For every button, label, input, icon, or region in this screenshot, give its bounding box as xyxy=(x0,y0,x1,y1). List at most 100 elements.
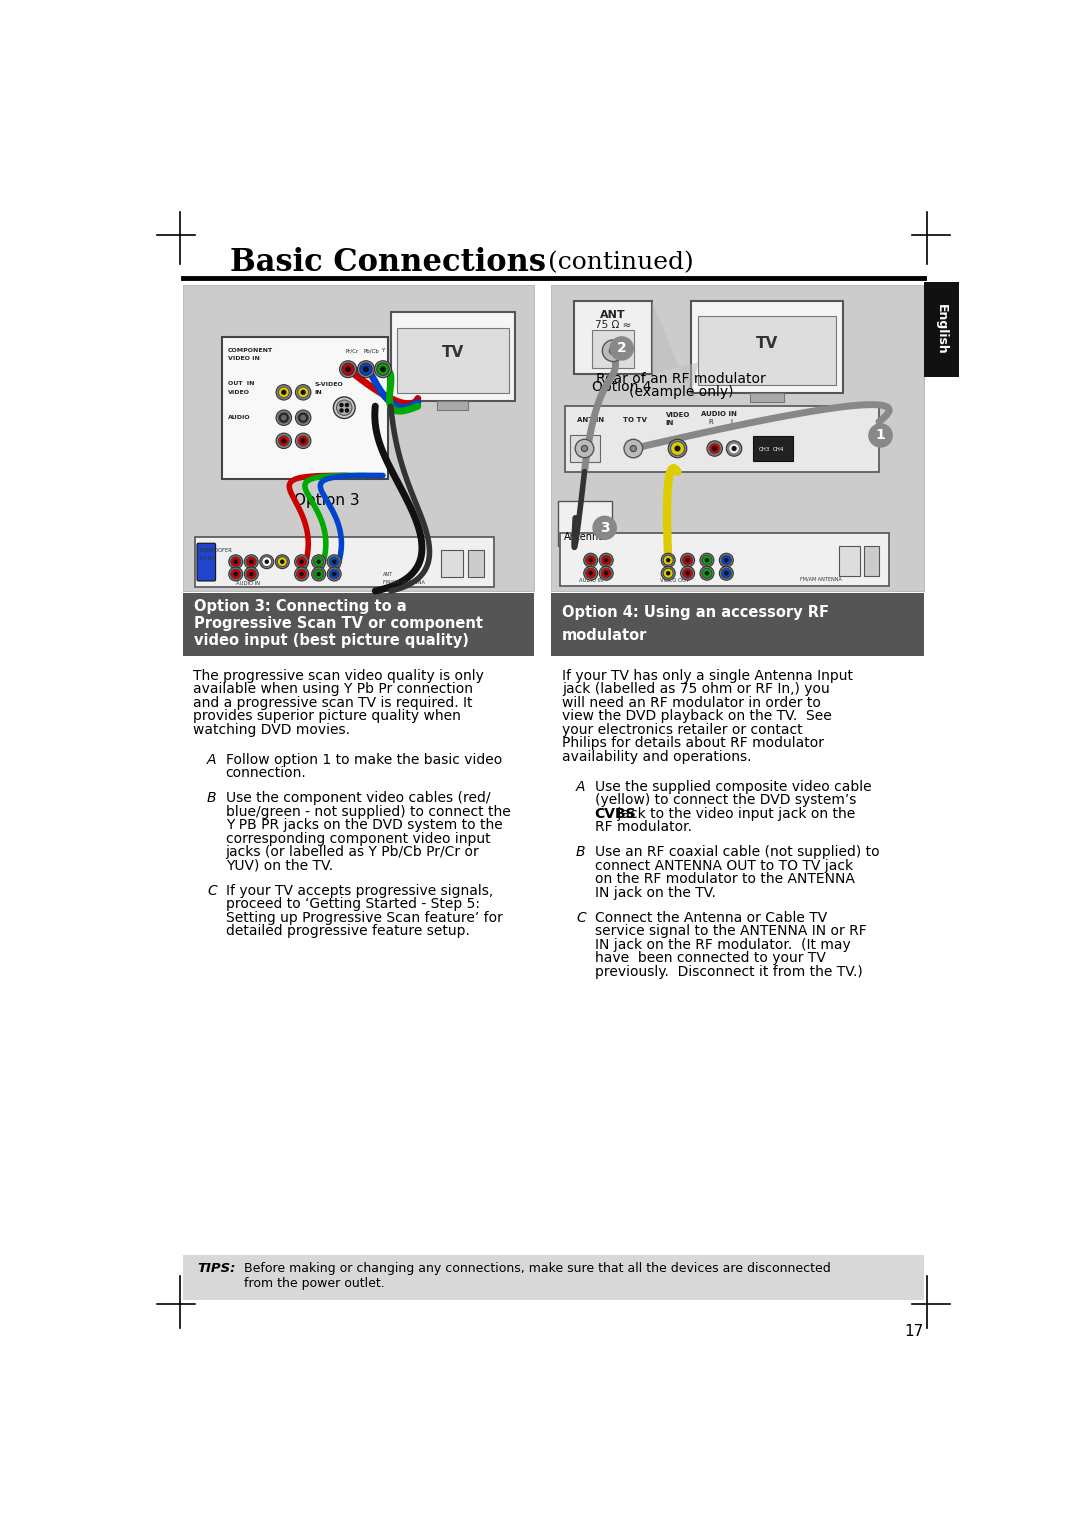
Circle shape xyxy=(683,568,692,578)
Text: your electronics retailer or contact: your electronics retailer or contact xyxy=(562,722,802,736)
Circle shape xyxy=(609,347,617,355)
Circle shape xyxy=(675,447,679,451)
Circle shape xyxy=(297,568,307,579)
FancyBboxPatch shape xyxy=(437,401,469,410)
FancyBboxPatch shape xyxy=(195,536,494,587)
Text: COMPONENT: COMPONENT xyxy=(228,349,273,354)
Circle shape xyxy=(700,567,714,581)
Circle shape xyxy=(364,367,368,372)
Text: available when using Y Pb Pr connection: available when using Y Pb Pr connection xyxy=(193,683,473,696)
Circle shape xyxy=(244,567,258,581)
Text: OUT  IN: OUT IN xyxy=(228,381,255,386)
Text: 75 Ω ≈: 75 Ω ≈ xyxy=(595,320,632,331)
Circle shape xyxy=(661,567,675,581)
FancyBboxPatch shape xyxy=(565,407,879,471)
Circle shape xyxy=(360,363,373,375)
Circle shape xyxy=(339,361,356,378)
Text: TIPS:: TIPS: xyxy=(197,1262,235,1276)
FancyBboxPatch shape xyxy=(441,550,463,578)
Text: Basic Connections: Basic Connections xyxy=(230,247,545,279)
FancyBboxPatch shape xyxy=(183,1256,924,1300)
Circle shape xyxy=(333,573,336,576)
Circle shape xyxy=(231,568,241,579)
Text: corresponding component video input: corresponding component video input xyxy=(226,832,490,846)
Text: proceed to ‘Getting Started - Step 5:: proceed to ‘Getting Started - Step 5: xyxy=(226,898,480,911)
Text: video input (best picture quality): video input (best picture quality) xyxy=(194,632,469,648)
Circle shape xyxy=(727,440,742,456)
Circle shape xyxy=(700,553,714,567)
Circle shape xyxy=(301,416,306,421)
Circle shape xyxy=(721,555,731,565)
Circle shape xyxy=(334,396,355,419)
Text: 1: 1 xyxy=(876,428,886,442)
Circle shape xyxy=(282,416,286,421)
Text: detailed progressive feature setup.: detailed progressive feature setup. xyxy=(226,925,470,939)
Text: (yellow) to connect the DVD system’s: (yellow) to connect the DVD system’s xyxy=(595,794,856,808)
Text: AUDIO IN: AUDIO IN xyxy=(701,411,737,418)
Circle shape xyxy=(260,555,273,568)
Circle shape xyxy=(276,410,292,425)
FancyBboxPatch shape xyxy=(221,337,389,480)
Circle shape xyxy=(661,553,675,567)
Circle shape xyxy=(710,443,720,454)
Text: C: C xyxy=(576,911,585,925)
Text: blue/green - not supplied) to connect the: blue/green - not supplied) to connect th… xyxy=(226,805,511,818)
Text: Option 3: Option 3 xyxy=(294,492,360,507)
Circle shape xyxy=(683,555,692,565)
FancyBboxPatch shape xyxy=(559,533,889,585)
Text: C: C xyxy=(207,884,217,898)
Circle shape xyxy=(686,559,689,562)
Text: CH4: CH4 xyxy=(773,447,784,451)
Circle shape xyxy=(599,553,613,567)
Text: If your TV accepts progressive signals,: If your TV accepts progressive signals, xyxy=(226,884,492,898)
Circle shape xyxy=(298,387,309,398)
Text: Philips for details about RF modulator: Philips for details about RF modulator xyxy=(562,736,824,750)
Text: IN jack on the TV.: IN jack on the TV. xyxy=(595,885,715,899)
FancyBboxPatch shape xyxy=(691,300,842,393)
Circle shape xyxy=(327,555,341,568)
Circle shape xyxy=(295,567,309,581)
Text: jacks (or labelled as Y Pb/Cb Pr/Cr or: jacks (or labelled as Y Pb/Cb Pr/Cr or xyxy=(226,846,480,860)
Circle shape xyxy=(279,387,289,398)
Circle shape xyxy=(275,555,289,568)
Circle shape xyxy=(590,572,592,575)
Circle shape xyxy=(719,553,733,567)
FancyBboxPatch shape xyxy=(183,593,535,657)
Circle shape xyxy=(375,361,392,378)
Circle shape xyxy=(329,568,339,579)
Circle shape xyxy=(318,561,321,564)
Text: service signal to the ANTENNA IN or RF: service signal to the ANTENNA IN or RF xyxy=(595,925,866,939)
Text: 2: 2 xyxy=(617,341,626,355)
Text: VIDEO OUT: VIDEO OUT xyxy=(661,579,689,584)
Circle shape xyxy=(705,572,708,575)
Circle shape xyxy=(602,568,611,578)
Text: connection.: connection. xyxy=(226,767,307,780)
Text: AUDIO IN: AUDIO IN xyxy=(235,581,260,585)
Text: previously.  Disconnect it from the TV.): previously. Disconnect it from the TV.) xyxy=(595,965,862,978)
Circle shape xyxy=(686,572,689,575)
Text: Setting up Progressive Scan feature’ for: Setting up Progressive Scan feature’ for xyxy=(226,911,502,925)
Text: IN: IN xyxy=(314,390,323,395)
Circle shape xyxy=(296,384,311,399)
Text: Option 3: Connecting to a: Option 3: Connecting to a xyxy=(194,599,406,614)
Text: VIDEO IN: VIDEO IN xyxy=(228,357,260,361)
FancyBboxPatch shape xyxy=(391,312,515,401)
FancyBboxPatch shape xyxy=(753,436,793,460)
Text: Use an RF coaxial cable (not supplied) to: Use an RF coaxial cable (not supplied) t… xyxy=(595,846,879,860)
FancyBboxPatch shape xyxy=(551,285,924,591)
FancyBboxPatch shape xyxy=(197,543,216,581)
Text: (example only): (example only) xyxy=(630,384,733,399)
Circle shape xyxy=(229,555,243,568)
FancyBboxPatch shape xyxy=(750,393,784,402)
Circle shape xyxy=(312,555,326,568)
Circle shape xyxy=(276,433,292,448)
Circle shape xyxy=(585,568,596,578)
Circle shape xyxy=(295,555,309,568)
Circle shape xyxy=(603,340,624,361)
Text: will need an RF modulator in order to: will need an RF modulator in order to xyxy=(562,695,821,710)
Text: Antenna: Antenna xyxy=(564,532,606,543)
Circle shape xyxy=(669,439,687,457)
Circle shape xyxy=(340,404,343,407)
Circle shape xyxy=(666,572,670,575)
Circle shape xyxy=(231,556,241,567)
